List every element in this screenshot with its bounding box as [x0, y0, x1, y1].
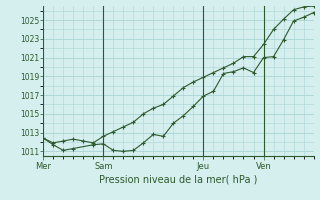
X-axis label: Pression niveau de la mer( hPa ): Pression niveau de la mer( hPa )	[99, 175, 258, 185]
